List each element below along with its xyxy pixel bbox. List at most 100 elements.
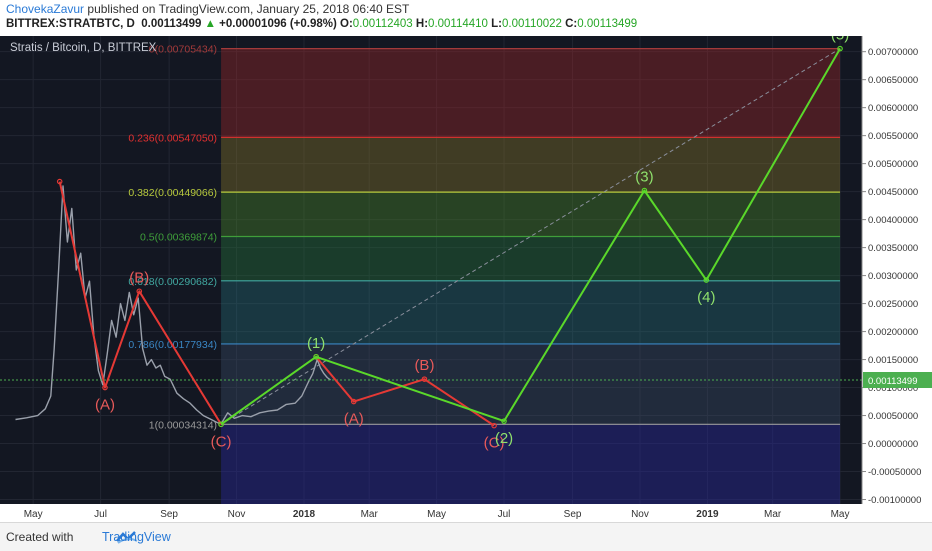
y-tick-label: 0.00000000 bbox=[868, 439, 918, 450]
x-tick-label: Nov bbox=[631, 509, 649, 520]
fib-zone-below bbox=[221, 424, 841, 504]
price-line bbox=[0, 185, 862, 425]
fib-zone bbox=[221, 48, 841, 138]
wave-line bbox=[58, 181, 222, 425]
wave-point bbox=[421, 376, 428, 382]
y-tick-label: 0.00100000 bbox=[868, 383, 918, 394]
y-tick-label: 0.00500000 bbox=[868, 159, 918, 170]
fib-zone bbox=[221, 137, 841, 193]
open-label: O: bbox=[340, 18, 353, 30]
x-tick-label: Jul bbox=[94, 509, 107, 520]
x-tick-label: May bbox=[831, 509, 850, 520]
current-price-value: 0.00113499 bbox=[868, 376, 918, 387]
price-change: +0.00001096 (+0.98%) bbox=[219, 18, 337, 30]
x-tick-label: 2019 bbox=[696, 509, 719, 520]
y-tick-label: -0.00100000 bbox=[868, 495, 921, 506]
wave-label: (2) bbox=[495, 430, 513, 447]
y-tick-label: 0.00400000 bbox=[868, 215, 918, 226]
low-label: L: bbox=[491, 18, 503, 30]
wave-label: (C) bbox=[484, 435, 505, 452]
y-tick-label: -0.00050000 bbox=[868, 467, 921, 478]
author-link[interactable]: ChovekaZavur bbox=[6, 2, 85, 16]
wave-point bbox=[641, 187, 648, 194]
wave-point bbox=[313, 353, 319, 360]
wave-labels: (A)(B)(C)(1)(A)(B)(C)(2)(3)(4)(5) bbox=[95, 36, 849, 452]
x-tick-label: Nov bbox=[228, 509, 246, 520]
fib-zone bbox=[221, 192, 841, 237]
wave-label: (1) bbox=[307, 335, 325, 352]
x-tick-label: May bbox=[427, 509, 446, 520]
wave-point bbox=[56, 178, 63, 185]
wave-line bbox=[220, 48, 841, 426]
tradingview-logo-icon bbox=[116, 531, 138, 544]
price-series-line bbox=[15, 185, 331, 425]
y-tick-label: 0.00050000 bbox=[868, 411, 918, 422]
axes: May Jul Sep Nov 2018 Mar May Jul Sep Nov 2019 Mar Ma… bbox=[24, 36, 932, 520]
open-value: 0.00112403 bbox=[352, 18, 413, 30]
y-tick-label: 0.00150000 bbox=[868, 355, 918, 366]
fib-zone bbox=[221, 280, 841, 344]
wave-point bbox=[491, 422, 497, 429]
low-value: 0.00110022 bbox=[502, 18, 562, 30]
wave-label: (A) bbox=[344, 411, 364, 428]
high-label: H: bbox=[415, 18, 429, 30]
created-with-text: Created with bbox=[6, 530, 74, 544]
wave-lines bbox=[56, 45, 843, 429]
wave-point bbox=[703, 277, 710, 283]
y-tick-label: 0.00250000 bbox=[868, 299, 918, 310]
wave-point bbox=[102, 384, 108, 391]
wave-point bbox=[837, 45, 843, 52]
wave-label: (3) bbox=[635, 169, 653, 186]
plot-background bbox=[0, 36, 862, 504]
wave-point bbox=[136, 288, 143, 295]
ohlc-line: BITTREX:STRATBTC, D 0.00113499 ▲ +0.0000… bbox=[6, 18, 637, 30]
fib-zone bbox=[221, 343, 841, 425]
fib-level-label: 0.618(0.00290682) bbox=[128, 276, 217, 288]
y-tick-label: 0.00650000 bbox=[868, 75, 918, 86]
fib-level-label: 0(0.00705434) bbox=[149, 44, 217, 56]
y-tick-label: 0.00300000 bbox=[868, 271, 918, 282]
y-tick-label: 0.00550000 bbox=[868, 131, 918, 142]
time-axis-area bbox=[0, 504, 932, 522]
published-text: published on TradingView.com, January 25… bbox=[87, 2, 410, 16]
up-arrow-icon: ▲ bbox=[204, 18, 216, 30]
wave-line bbox=[315, 356, 495, 427]
x-tick-label: Mar bbox=[764, 509, 782, 520]
tradingview-link[interactable]: TradingView bbox=[102, 530, 171, 544]
close-value: 0.00113499 bbox=[577, 18, 638, 30]
footer: Created with TradingView bbox=[0, 522, 932, 551]
high-value: 0.00114410 bbox=[428, 18, 488, 30]
y-tick-label: 0.00700000 bbox=[868, 47, 918, 58]
last-price: 0.00113499 bbox=[141, 18, 202, 30]
wave-label: (B) bbox=[129, 269, 149, 286]
chart-title: Stratis / Bitcoin, D, BITTREX bbox=[10, 42, 157, 54]
wave-point bbox=[501, 418, 507, 424]
fib-level-label: 1(0.00034314) bbox=[149, 419, 217, 431]
y-tick-label: 0.00200000 bbox=[868, 327, 918, 338]
x-tick-label: Sep bbox=[160, 509, 178, 520]
symbol-label: BITTREX:STRATBTC, D bbox=[6, 18, 135, 30]
fib-trend-line bbox=[220, 48, 841, 425]
price-axis-area bbox=[862, 36, 932, 522]
x-tick-label: Sep bbox=[564, 509, 582, 520]
fib-level-label: 0.5(0.00369874) bbox=[140, 231, 217, 243]
fib-level-label: 0.382(0.00449066) bbox=[128, 187, 217, 199]
wave-label: (A) bbox=[95, 397, 115, 414]
x-tick-label: Jul bbox=[498, 509, 511, 520]
price-chart[interactable]: 0(0.00705434) 0.236(0.00547050) 0.382(0.00… bbox=[0, 36, 932, 522]
y-tick-label: 0.00450000 bbox=[868, 187, 918, 198]
fib-zone bbox=[221, 236, 841, 281]
y-tick-label: 0.00350000 bbox=[868, 243, 918, 254]
y-tick-label: 0.00600000 bbox=[868, 103, 918, 114]
current-price-badge bbox=[863, 372, 932, 389]
wave-label: (5) bbox=[831, 36, 849, 44]
publish-line: ChovekaZavur published on TradingView.co… bbox=[6, 2, 409, 16]
fib-level-label: 0.236(0.00547050) bbox=[128, 132, 217, 144]
x-tick-label: Mar bbox=[361, 509, 379, 520]
wave-point bbox=[350, 398, 357, 405]
x-tick-label: 2018 bbox=[293, 509, 316, 520]
close-label: C: bbox=[565, 18, 578, 30]
wave-label: (4) bbox=[697, 289, 715, 306]
x-tick-label: May bbox=[24, 509, 43, 520]
wave-label: (B) bbox=[414, 357, 434, 374]
